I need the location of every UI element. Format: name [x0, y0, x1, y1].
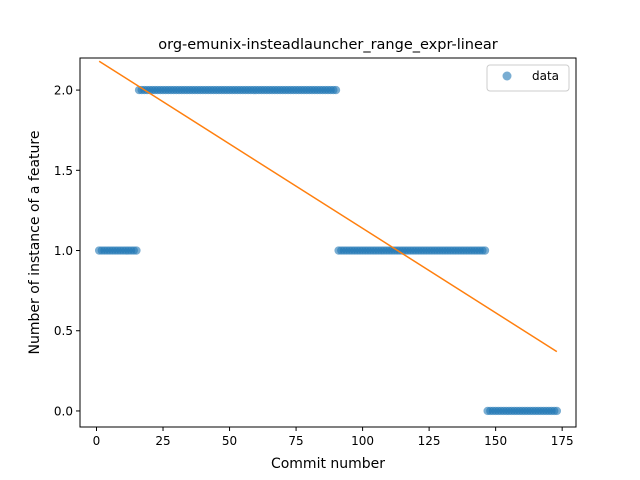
legend-box	[486, 64, 570, 92]
x-tick-label: 25	[155, 434, 170, 448]
y-axis: 0.0 0.5 1.0 1.5 2.0	[54, 84, 80, 418]
chart-title: org-emunix-insteadlauncher_range_expr-li…	[158, 37, 498, 53]
x-tick-label: 175	[551, 434, 574, 448]
data-point	[552, 406, 562, 416]
trend-line	[98, 60, 558, 353]
data-point	[331, 85, 341, 95]
legend-marker-data	[502, 71, 512, 81]
x-tick-label: 125	[418, 434, 441, 448]
legend-label-data: data	[532, 69, 559, 83]
data-point	[480, 246, 490, 255]
plot-area	[94, 60, 562, 416]
x-axis: 0 25 50 75 100 125 150 175	[93, 427, 574, 448]
y-axis-label: Number of instance of a feature	[27, 131, 43, 355]
y-tick-label: 2.0	[54, 84, 73, 98]
x-axis-label: Commit number	[271, 456, 385, 472]
y-tick-label: 0.5	[54, 324, 73, 338]
x-tick-label: 75	[288, 434, 303, 448]
x-tick-label: 150	[484, 434, 507, 448]
x-tick-label: 100	[351, 434, 374, 448]
y-tick-label: 1.5	[54, 164, 73, 178]
data-point	[132, 246, 141, 255]
y-tick-label: 1.0	[54, 244, 73, 258]
x-tick-label: 50	[222, 434, 237, 448]
y-tick-label: 0.0	[54, 404, 73, 418]
axes-frame	[79, 57, 577, 428]
x-tick-label: 0	[93, 434, 101, 448]
legend: data	[486, 64, 570, 92]
